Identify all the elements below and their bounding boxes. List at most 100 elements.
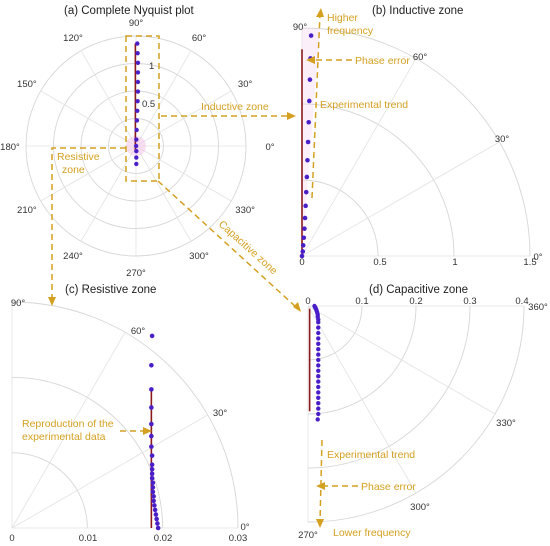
panel-c-data-point-19 [149, 405, 154, 410]
panel-c-data-point-0 [155, 525, 161, 531]
panel-c-data-point-9 [150, 485, 156, 490]
panel-d-arc-1 [307, 305, 417, 415]
panel-b-data-point-11 [306, 119, 311, 125]
panel-b-spoke-60 [301, 58, 417, 257]
panel-d-data-point-12 [316, 336, 321, 341]
panel-a-marks [133, 41, 141, 167]
panel-c-arc-2 [11, 301, 239, 529]
panel-d-radial-tick-2: 0.2 [409, 296, 422, 307]
panel-a-angle-label-210: 210° [17, 205, 37, 216]
panel-c-data-point-11 [149, 475, 155, 481]
panel-b-data-point-6 [303, 203, 308, 209]
panel-d-data-point-25 [316, 406, 321, 411]
panel-c-arc-0 [11, 452, 88, 529]
panel-a-radial-tick-1: 1 [149, 61, 154, 72]
panel-d-labels: 270° 300° 330° 360° 0 0.1 0.2 0.3 0.4 Experimenta… [298, 296, 548, 541]
panel-c-arc-1 [11, 376, 164, 529]
panel-a-data-point-14 [134, 161, 139, 167]
panel-a-data-point-1 [135, 51, 140, 56]
panel-a-data-point-0 [135, 41, 140, 46]
inductive-arrowhead [287, 112, 296, 120]
panel-d-title: (d) Capacitive zone [369, 284, 468, 296]
panel-a-spoke-150 [40, 90, 137, 147]
panel-d-data-point-26 [316, 411, 321, 417]
panel-b-angle-label-90: 90° [293, 22, 308, 33]
panel-a-data-point-13 [134, 155, 139, 160]
panel-a-radial-tick-0-5: 0.5 [142, 99, 155, 110]
resistive-connector [51, 147, 126, 300]
panel-b-data-point-1 [300, 249, 306, 254]
inductive-zone-label: Inductive zone [201, 101, 269, 113]
panel-d-data-point-27 [315, 417, 320, 422]
panel-c-data-point-6 [151, 498, 156, 504]
panel-a-angle-label-330: 330° [235, 205, 255, 216]
panel-b-higher-frequency-label-1: Higher [327, 12, 358, 24]
panel-d-arc-2 [307, 305, 471, 469]
panel-c-reproduction-label-2: experimental data [22, 431, 106, 443]
panel-b-data-point-9 [305, 157, 310, 163]
panel-b-arc-0 [301, 179, 379, 257]
panel-c-labels: 0° 30° 60° 90° 0 0.01 0.02 0.03 Reproduction of … [9, 298, 249, 544]
panel-b-angle-label-60: 60° [413, 52, 428, 63]
panel-d-angle-label-270: 270° [298, 530, 318, 541]
panel-b-data-point-7 [303, 189, 309, 195]
resistive-zone-label: Resistive [57, 151, 100, 163]
panel-b-data-point-5 [302, 215, 308, 221]
panel-c-data-point-17 [149, 433, 154, 439]
panel-a-zoom-box [125, 35, 160, 182]
panel-b-arc-2 [301, 27, 531, 257]
panel-c-polar-grid [11, 301, 239, 529]
panel-d-spoke-330 [307, 305, 496, 415]
resistive-zone-label-2: zone [62, 164, 85, 176]
panel-a-spoke-240 [80, 145, 137, 242]
panel-b-shade [302, 28, 320, 256]
panel-c-data-point-10 [150, 480, 156, 486]
panel-a-angle-label-270: 270° [126, 268, 146, 279]
panel-a-data-point-6 [135, 99, 140, 104]
panel-c-data-point-13 [149, 466, 155, 472]
panel-c-angle-label-60: 60° [131, 326, 146, 337]
panel-b-data-point-0 [299, 253, 305, 259]
panel-a: (a) Complete Nyquist plot 0° 30° 60° 90° 120… [0, 5, 275, 279]
panel-c-data-point-1 [155, 521, 160, 526]
panel-b-data-point-2 [300, 243, 306, 248]
panel-d-data-point-14 [316, 347, 321, 352]
panel-d-data-point-11 [316, 330, 321, 336]
panel-c-radial-tick-0: 0 [9, 533, 14, 544]
panel-a-angle-labels: 0° 30° 60° 90° 120° 150° 180° 210° 240° 270° 300° 3… [0, 18, 275, 279]
panel-d: (d) Capacitive zone 270° 300° 330° 360° 0 0.1… [298, 284, 548, 541]
panel-c-data-point-16 [149, 444, 154, 449]
panel-b-data-point-3 [301, 235, 307, 241]
panel-a-angle-label-90: 90° [129, 18, 144, 29]
panel-b-higher-frequency-arrow [311, 13, 321, 199]
panel-a-data-point-2 [135, 60, 141, 65]
panel-a-spoke-60 [135, 50, 192, 147]
panel-d-data-point-16 [316, 357, 321, 363]
panel-d-lower-frequency-arrowhead [316, 519, 324, 528]
panel-d-data-point-13 [316, 341, 321, 346]
panel-a-data-point-7 [135, 108, 140, 114]
panel-a-angle-label-0: 0° [265, 142, 274, 153]
panel-d-lower-frequency-label: Lower frequency [333, 527, 411, 539]
panel-d-data-point-22 [316, 390, 321, 395]
panel-a-data-point-9 [134, 127, 139, 133]
panel-c-radial-tick-1: 0.01 [79, 533, 98, 544]
panel-a-angle-label-150: 150° [17, 79, 37, 90]
panel-b-data-point-8 [304, 174, 310, 180]
panel-b-radial-tick-1: 0.5 [373, 257, 386, 268]
panel-b-spoke-30 [301, 141, 500, 257]
panel-a-spoke-120 [80, 50, 137, 147]
panel-a-title: (a) Complete Nyquist plot [64, 5, 195, 17]
panel-b-title: (b) Inductive zone [372, 5, 463, 17]
panel-d-angle-label-330: 330° [496, 418, 516, 429]
panel-b-phase-error-arrowhead [306, 56, 315, 64]
panel-c-data-point-8 [150, 489, 156, 495]
panel-d-data-point-9 [316, 320, 321, 325]
panel-b-higher-frequency-label-2: frequency [327, 25, 374, 37]
panel-d-radial-tick-3: 0.3 [463, 296, 476, 307]
panel-b-marks [299, 8, 352, 259]
panel-c-marks [120, 333, 161, 531]
capacitive-connector [157, 180, 297, 308]
panel-a-data-point-3 [135, 70, 141, 75]
